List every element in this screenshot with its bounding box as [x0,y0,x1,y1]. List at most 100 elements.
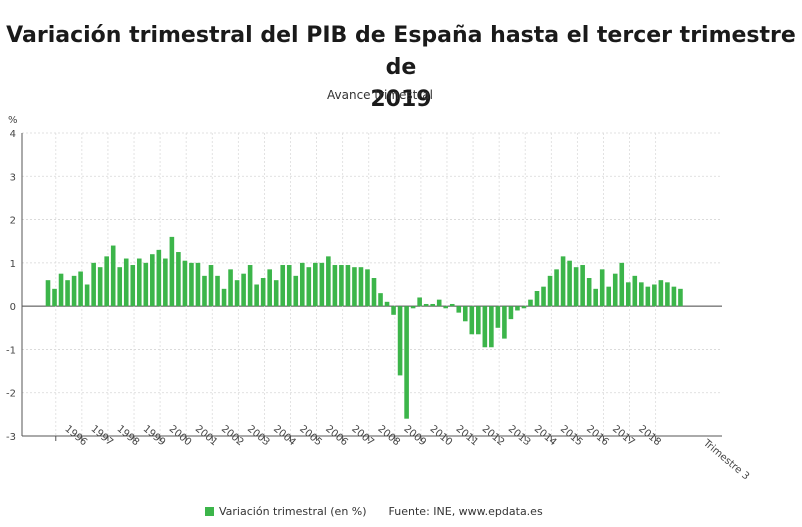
bar [645,286,651,307]
bar [365,269,370,307]
bar [599,269,605,307]
bar [215,275,220,307]
bar [449,303,455,307]
bar [547,275,553,307]
bar [476,306,481,335]
chart-title-line-2: 2019 [370,87,432,112]
bar [671,286,677,307]
bar [417,297,422,307]
chart-title-line-1: Variación trimestral del PIB de España h… [6,23,796,80]
bar [567,260,572,307]
y-tick-label: -3 [6,432,16,443]
bar [541,286,546,307]
bar [593,288,598,307]
bar [332,265,338,307]
bar [489,306,494,348]
bar [423,303,429,307]
bar [58,273,64,307]
bar [91,262,96,307]
bar [71,275,77,307]
bar [169,236,175,307]
bar [313,262,318,307]
bar [665,282,670,307]
bar [189,262,194,307]
bar [345,265,351,307]
bar [110,245,116,307]
bar [508,306,514,320]
bar [280,265,286,307]
bar [404,306,409,419]
bar [267,269,272,307]
bar [632,275,638,307]
bar [163,258,168,307]
y-tick-label: 0 [10,302,16,313]
bar [228,269,233,307]
bar [286,265,292,307]
bar [560,256,566,307]
bar [273,280,279,307]
bar [221,288,227,307]
bar [65,280,70,307]
bar [260,278,266,307]
bar [639,282,644,307]
bar [123,258,129,307]
bar [352,267,357,307]
bar [371,278,377,307]
bar [658,280,664,307]
bar [176,252,181,307]
bar [358,267,364,307]
bar [554,269,559,307]
bar [319,262,325,307]
bar [678,288,683,307]
bar [234,280,240,307]
y-axis-unit: % [8,115,18,126]
y-tick-label: 3 [10,172,16,183]
bar [528,299,533,307]
bar [241,273,246,307]
bar [502,306,507,339]
bar [117,267,123,307]
bar [534,290,540,307]
bar [391,306,396,315]
bar [247,265,253,307]
bar [612,273,618,307]
bar [652,284,657,307]
bar [521,306,527,309]
source-note: Fuente: INE, www.epdata.es [388,505,543,518]
bar [143,262,149,307]
bar [293,275,299,307]
bar [482,306,488,348]
bar [254,284,259,307]
bar [410,306,416,309]
bar [78,271,83,307]
bar [430,303,435,307]
bar [306,267,312,307]
bar [586,278,592,307]
chart-title: Variación trimestral del PIB de España h… [0,20,802,116]
bar [625,282,631,307]
y-tick-label: 1 [10,259,16,270]
bar [456,306,462,313]
bar [619,262,625,307]
x-tick-label-last: Trimestre 3 [700,437,751,482]
bar [469,306,475,335]
bar [443,306,449,309]
bar [136,258,142,307]
bar [104,256,109,307]
bar [397,306,403,376]
y-tick-label: -2 [6,389,16,400]
bar [299,262,305,307]
bar [384,301,390,307]
bar [573,267,579,307]
bar [202,275,207,307]
y-tick-label: -1 [6,345,16,356]
bar [580,265,585,307]
legend: Variación trimestral (en %) Fuente: INE,… [205,505,543,518]
bar [495,306,501,328]
bar [208,265,214,307]
bar [97,267,103,307]
legend-label: Variación trimestral (en %) [219,505,367,518]
bar [326,256,331,307]
bar [515,306,520,311]
